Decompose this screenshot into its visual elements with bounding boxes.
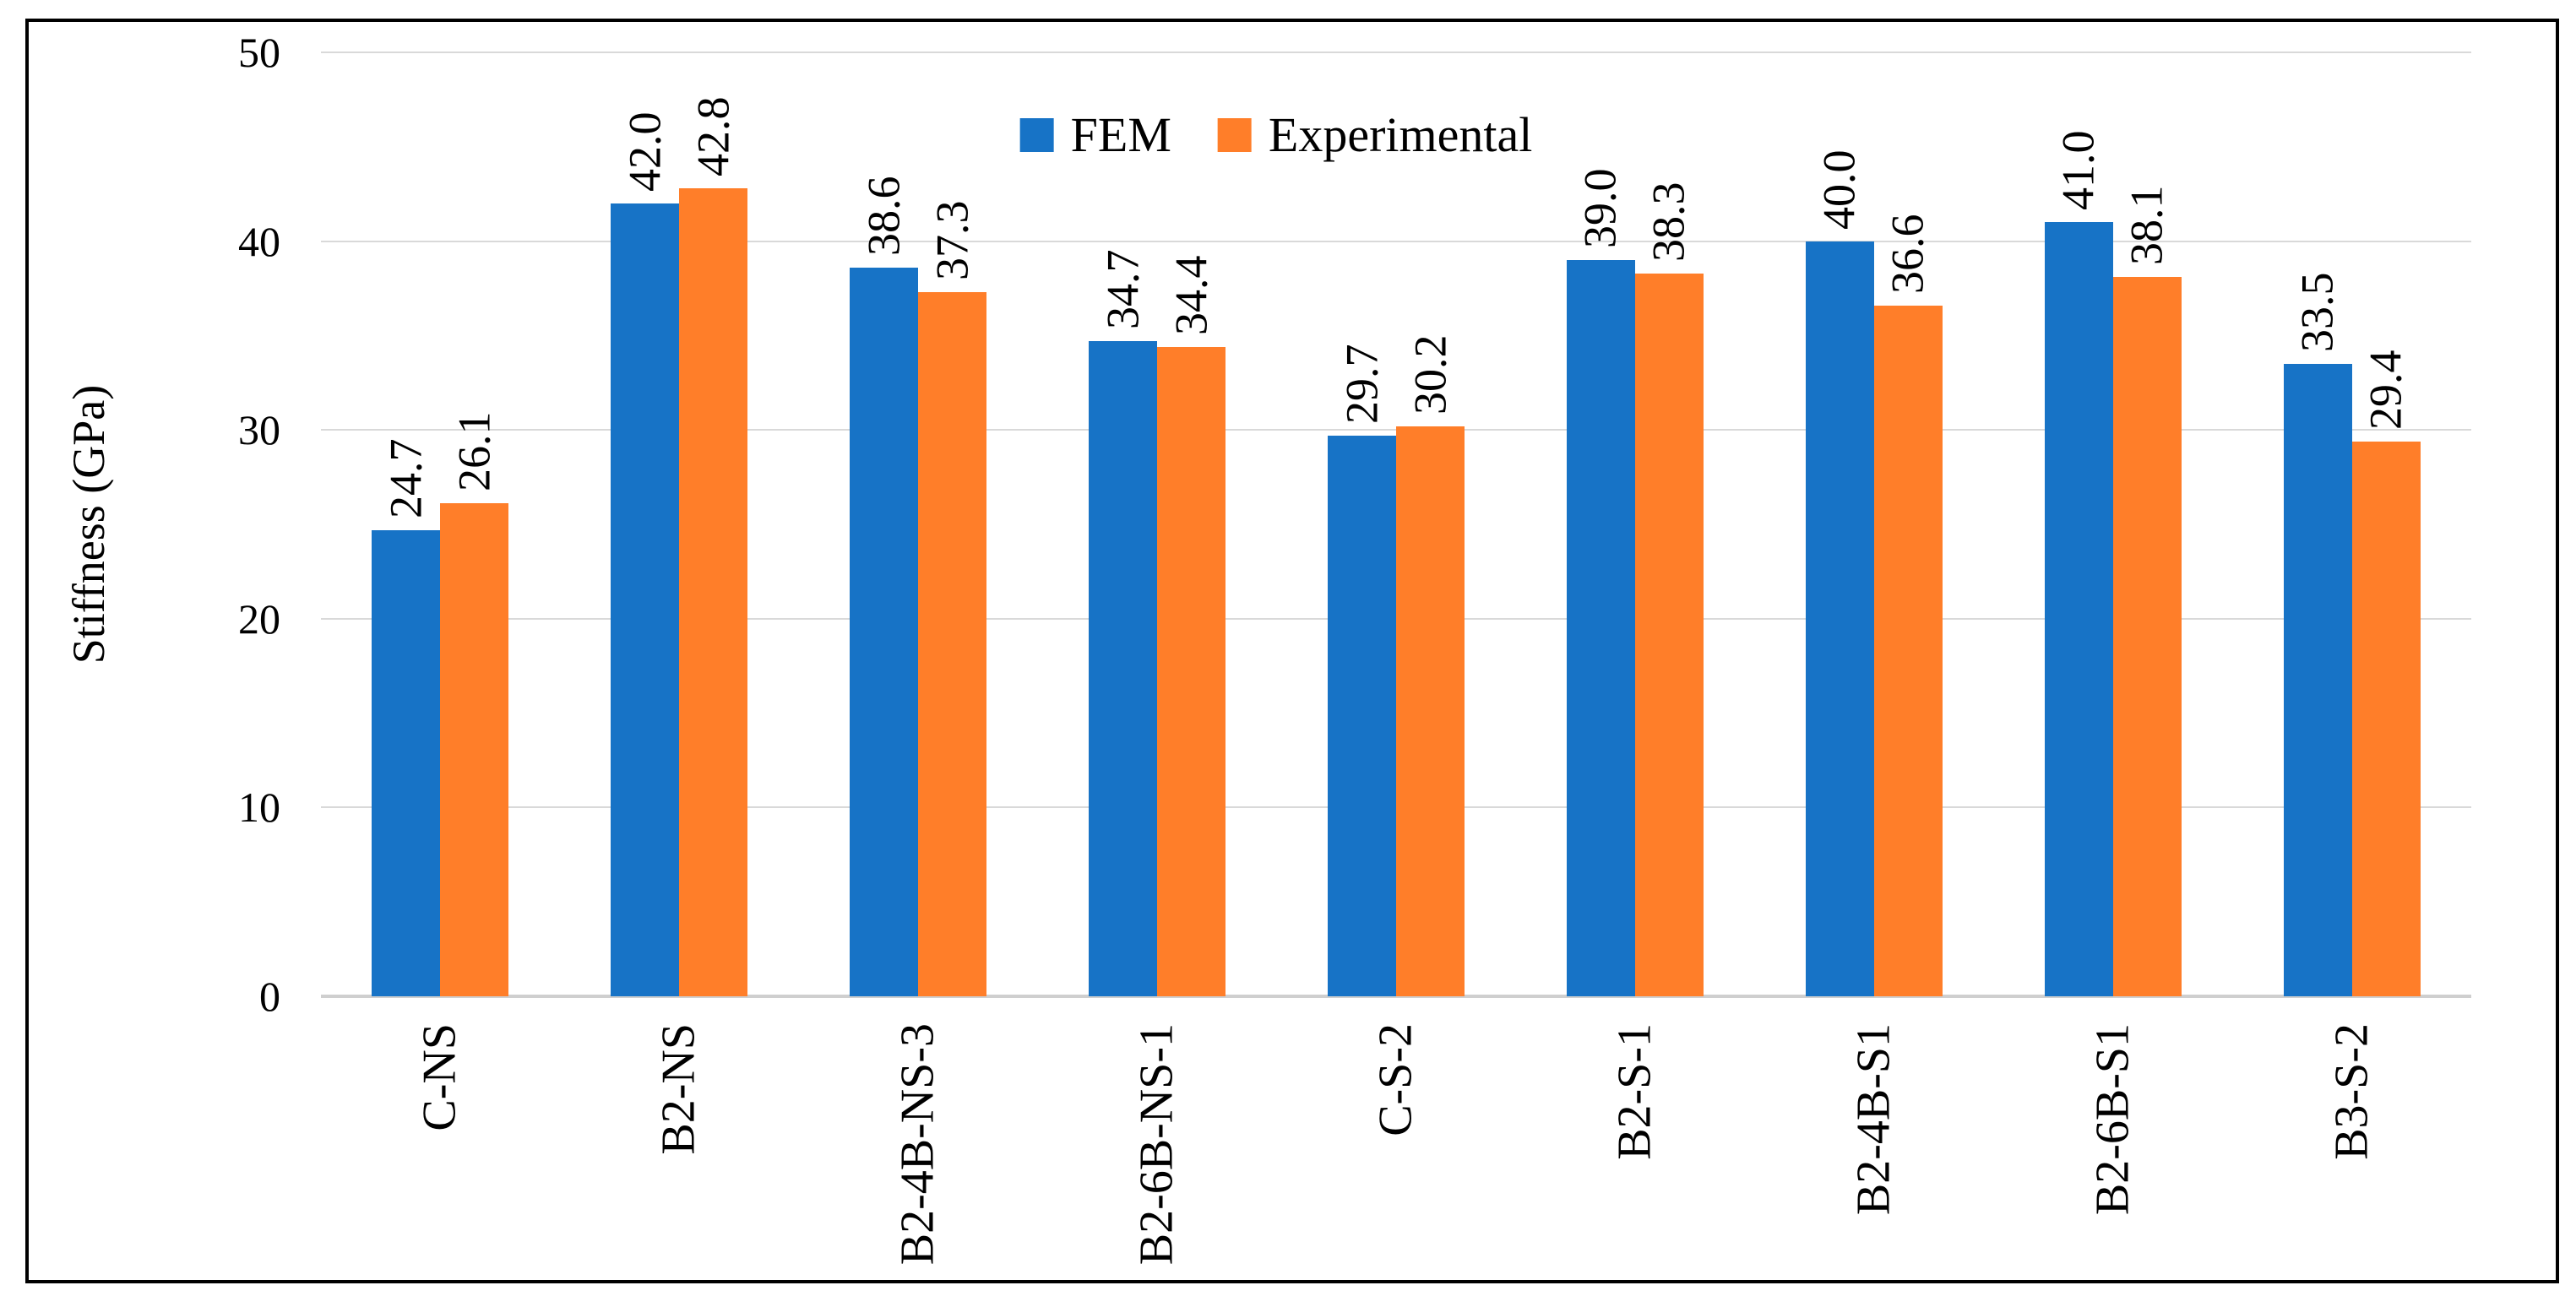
bar-fem-B3-S-2 [2283, 363, 2352, 996]
bar-fem-C-NS [372, 529, 441, 996]
value-label-fem-B3-S-2: 33.5 [2291, 272, 2343, 352]
value-label-fem-B2-4B-S1: 40.0 [1813, 149, 1865, 230]
bar-experimental-B2-6B-NS-1 [1157, 346, 1226, 996]
bar-experimental-C-NS [440, 503, 509, 996]
bar-fem-B2-4B-S1 [1805, 241, 1874, 996]
value-label-experimental-B2-4B-S1: 36.6 [1882, 214, 1933, 294]
gridline [321, 52, 2471, 53]
value-label-experimental-B2-NS: 42.8 [687, 96, 739, 176]
legend-label-fem: FEM [1070, 107, 1171, 162]
legend: FEM Experimental [1019, 107, 1533, 162]
value-label-fem-B2-6B-NS-1: 34.7 [1097, 249, 1149, 330]
value-label-experimental-C-S-2: 30.2 [1405, 334, 1456, 415]
bar-fem-C-S-2 [1328, 435, 1396, 996]
value-label-fem-B2-S-1: 39.0 [1575, 168, 1627, 248]
bar-experimental-B2-4B-NS-3 [918, 291, 987, 996]
y-tick-label: 10 [238, 784, 280, 832]
category-label-B2-4B-S1: B2-4B-S1 [1847, 1023, 1900, 1216]
legend-swatch-experimental-icon [1217, 118, 1252, 152]
category-label-B2-S-1: B2-S-1 [1608, 1023, 1661, 1160]
value-label-fem-C-NS: 24.7 [380, 438, 432, 518]
y-tick-label: 50 [238, 29, 280, 76]
y-tick-label: 0 [259, 973, 280, 1020]
y-tick-label: 40 [238, 217, 280, 265]
bar-experimental-B2-6B-S1 [2112, 277, 2182, 996]
y-axis-title: Stiffness (GPa) [63, 384, 114, 664]
bar-fem-B2-6B-S1 [2044, 222, 2113, 996]
value-label-fem-C-S-2: 29.7 [1336, 344, 1388, 424]
value-label-fem-B2-4B-NS-3: 38.6 [858, 176, 910, 256]
legend-item-fem: FEM [1019, 107, 1171, 162]
category-label-B2-6B-NS-1: B2-6B-NS-1 [1130, 1023, 1183, 1266]
category-label-B2-6B-S1: B2-6B-S1 [2086, 1023, 2139, 1216]
bar-experimental-B2-S-1 [1634, 273, 1704, 996]
category-label-B3-S-2: B3-S-2 [2325, 1023, 2378, 1160]
value-label-fem-B2-NS: 42.0 [619, 111, 671, 192]
x-axis-line [321, 995, 2471, 998]
bar-experimental-C-S-2 [1396, 426, 1465, 996]
legend-item-experimental: Experimental [1217, 107, 1533, 162]
y-tick-label: 30 [238, 406, 280, 454]
value-label-experimental-B2-6B-NS-1: 34.4 [1166, 255, 1217, 335]
bar-fem-B2-S-1 [1566, 259, 1635, 996]
bar-experimental-B2-NS [679, 187, 748, 996]
value-label-fem-B2-6B-S1: 41.0 [2052, 130, 2104, 211]
gridline [321, 240, 2471, 242]
legend-label-experimental: Experimental [1268, 107, 1533, 162]
bar-fem-B2-6B-NS-1 [1089, 341, 1158, 996]
value-label-experimental-B2-4B-NS-3: 37.3 [927, 200, 978, 280]
value-label-experimental-B3-S-2: 29.4 [2360, 350, 2411, 430]
value-label-experimental-B2-6B-S1: 38.1 [2121, 185, 2172, 266]
category-label-B2-NS: B2-NS [652, 1023, 705, 1155]
bar-fem-B2-4B-NS-3 [850, 267, 919, 996]
value-label-experimental-B2-S-1: 38.3 [1644, 182, 1695, 262]
category-label-B2-4B-NS-3: B2-4B-NS-3 [891, 1023, 944, 1266]
bar-experimental-B2-4B-S1 [1873, 305, 1943, 996]
y-tick-label: 20 [238, 594, 280, 643]
value-label-experimental-C-NS: 26.1 [448, 411, 500, 492]
legend-swatch-fem-icon [1019, 118, 1054, 152]
category-label-C-NS: C-NS [414, 1023, 467, 1131]
bar-fem-B2-NS [611, 203, 680, 996]
bar-experimental-B3-S-2 [2351, 441, 2421, 996]
category-label-C-S-2: C-S-2 [1369, 1023, 1422, 1136]
